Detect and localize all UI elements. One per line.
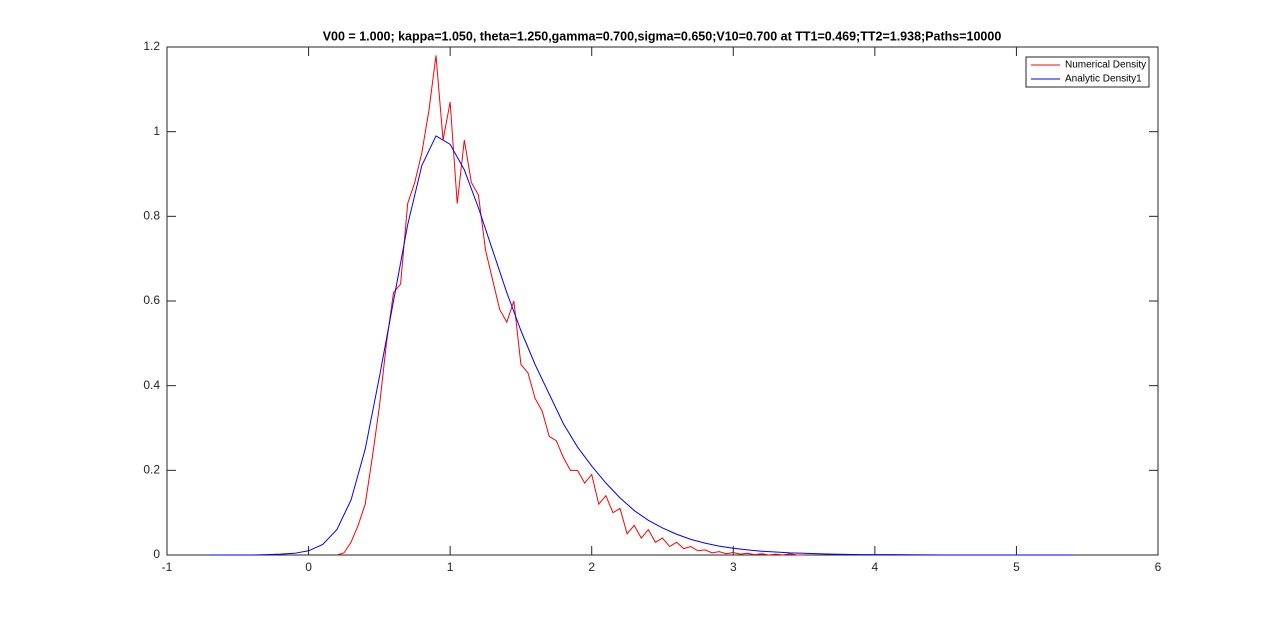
y-tick-label: 0.2 (143, 463, 160, 477)
x-tick-label: 2 (588, 560, 595, 574)
y-tick-label: 1.2 (143, 39, 160, 53)
x-tick-label: 3 (730, 560, 737, 574)
x-tick-label: -1 (162, 560, 173, 574)
chart-title: V00 = 1.000; kappa=1.050, theta=1.250,ga… (323, 29, 1002, 43)
y-tick-label: 0 (153, 547, 160, 561)
x-tick-label: 1 (447, 560, 454, 574)
series-line (209, 135, 1074, 556)
legend-label: Analytic Density1 (1065, 74, 1142, 85)
y-tick-label: 0.8 (143, 209, 160, 223)
y-tick-label: 1 (153, 124, 160, 138)
legend-label: Numerical Density (1065, 60, 1146, 71)
x-tick-label: 5 (1013, 560, 1020, 574)
y-tick-label: 0.4 (143, 378, 160, 392)
series-line (336, 55, 805, 556)
legend-box (1025, 56, 1150, 88)
x-tick-label: 6 (1155, 560, 1162, 574)
x-tick-label: 0 (305, 560, 312, 574)
x-tick-label: 4 (872, 560, 879, 574)
y-tick-label: 0.6 (143, 293, 160, 307)
